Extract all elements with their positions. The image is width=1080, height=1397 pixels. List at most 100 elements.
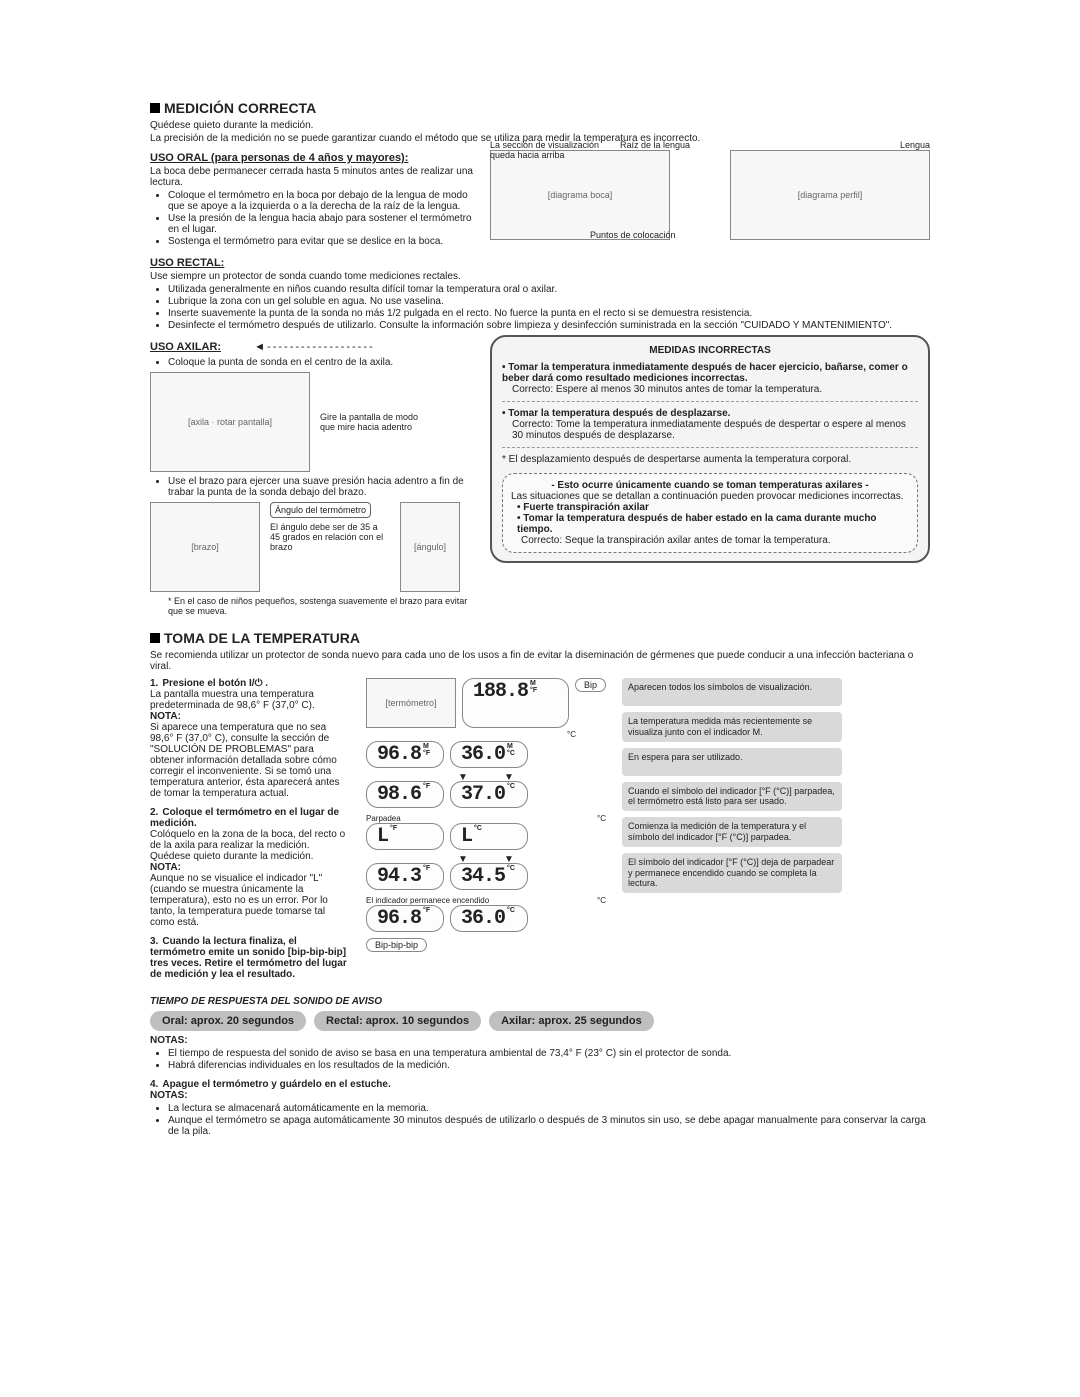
medidas-item3: * El desplazamiento después de despertar… <box>502 454 918 465</box>
timing-oral: Oral: aprox. 20 segundos <box>150 1011 306 1031</box>
mouth-label-2: Raíz de la lengua <box>620 140 690 150</box>
rectal-bullets: Utilizada generalmente en niños cuando r… <box>168 284 930 331</box>
rectal-bullet: Lubrique la zona con un gel soluble en a… <box>168 296 930 307</box>
mouth-label-4: Puntos de colocación <box>590 230 676 240</box>
lcd-c: 34.5°C <box>450 863 528 890</box>
axilar-d2-caption2: El ángulo debe ser de 35 a 45 grados en … <box>270 522 390 552</box>
step1-p2: Si aparece una temperatura que no sea 98… <box>150 722 350 799</box>
lcd-value: L <box>461 825 472 848</box>
display-column: [termómetro] 188.8M°F Bip °C 96.8M°F 36.… <box>366 678 606 988</box>
lcd-value: 98.6 <box>377 783 421 806</box>
desc-4: Cuando el símbolo del indicador [°F (°C)… <box>622 782 842 812</box>
oral-pre: La boca debe permanecer cerrada hasta 5 … <box>150 166 478 188</box>
unit-label: °C <box>366 730 576 739</box>
lcd-value: 36.0 <box>461 743 505 766</box>
mouth-label-3: Lengua <box>900 140 930 150</box>
step-num: 4. <box>150 1079 158 1090</box>
medidas-incorrectas-box: MEDIDAS INCORRECTAS • Tomar la temperatu… <box>490 335 930 563</box>
section2-title-text: TOMA DE LA TEMPERATURA <box>164 630 360 646</box>
lcd-value: 96.8 <box>377 743 421 766</box>
step-3: 3.Cuando la lectura finaliza, el termóme… <box>150 936 350 980</box>
axilar-diagram-2a: [brazo] <box>150 502 260 592</box>
axilar-d1-caption: Gire la pantalla de modo que mire hacia … <box>320 412 420 432</box>
unit-label-c: °C <box>597 814 606 823</box>
medidas-sub-intro: Las situaciones que se detallan a contin… <box>511 491 909 502</box>
axilar-diagram-1-row: [axila · rotar pantalla] Gire la pantall… <box>150 372 470 472</box>
medidas-sub-b1: • Fuerte transpiración axilar <box>517 502 649 513</box>
indicator-on-label: El indicador permanece encendido <box>366 896 489 905</box>
section1-title: MEDICIÓN CORRECTA <box>150 100 930 116</box>
m-indicator: M <box>530 680 536 687</box>
step4-b1: La lectura se almacenará automáticamente… <box>168 1103 930 1114</box>
axilar-diagram-2b: [ángulo] <box>400 502 460 592</box>
medidas-i1-correct: Correcto: Espere al menos 30 minutos ant… <box>512 384 918 395</box>
axilar-note: * En el caso de niños pequeños, sostenga… <box>168 596 470 616</box>
bipbipbip-label: Bip-bip-bip <box>366 938 427 952</box>
bip-label: Bip <box>575 678 606 692</box>
notas-final-b2: Habrá diferencias individuales en los re… <box>168 1060 930 1071</box>
section1-intro1: Quédese quieto durante la medición. <box>150 120 930 131</box>
oral-bullet: Use la presión de la lengua hacia abajo … <box>168 213 478 235</box>
notas-final-list: El tiempo de respuesta del sonido de avi… <box>168 1048 930 1071</box>
step1-nota: NOTA: <box>150 711 181 722</box>
step1-p1: La pantalla muestra una temperatura pred… <box>150 689 350 711</box>
desc-3: En espera para ser utilizado. <box>622 748 842 776</box>
lcd-f: 94.3°F <box>366 863 444 890</box>
medidas-i1-lead: • Tomar la temperatura inmediatamente de… <box>502 362 908 384</box>
rectal-bullet: Desinfecte el termómetro después de util… <box>168 320 930 331</box>
medidas-i2-correct: Correcto: Tome la temperatura inmediatam… <box>512 419 918 441</box>
axilar-heading: USO AXILAR: <box>150 341 221 353</box>
lcd-c: 36.0M°C <box>450 741 528 768</box>
step-2: 2.Coloque el termómetro en el lugar de m… <box>150 807 350 928</box>
medidas-item2: • Tomar la temperatura después de despla… <box>502 408 918 419</box>
parpadea-label: Parpadea <box>366 814 401 823</box>
medidas-i2-lead: • Tomar la temperatura después de despla… <box>502 408 730 419</box>
step1-lead: Presione el botón I/⏻ . <box>162 678 268 689</box>
step4-lead: Apague el termómetro y guárdelo en el es… <box>162 1079 390 1090</box>
desc-5: Comienza la medición de la temperatura y… <box>622 817 842 847</box>
lcd-c: L°C <box>450 823 528 850</box>
mouth-label-1: La sección de visualización queda hacia … <box>490 140 600 160</box>
step-4: 4. Apague el termómetro y guárdelo en el … <box>150 1079 930 1137</box>
desc-1: Aparecen todos los símbolos de visualiza… <box>622 678 842 706</box>
step-1: 1.Presione el botón I/⏻ . La pantalla mu… <box>150 678 350 799</box>
mouth-diagram: [diagrama boca] [diagrama perfil] La sec… <box>490 146 930 246</box>
medidas-item1: • Tomar la temperatura inmediatamente de… <box>502 362 918 384</box>
oral-heading: USO ORAL (para personas de 4 años y mayo… <box>150 152 478 164</box>
notas-final-label: NOTAS: <box>150 1035 930 1046</box>
timing-heading: TIEMPO DE RESPUESTA DEL SONIDO DE AVISO <box>150 996 930 1007</box>
step4-notas: NOTAS: <box>150 1090 188 1101</box>
unit-label-c: °C <box>597 896 606 905</box>
lcd-f: 96.8M°F <box>366 741 444 768</box>
lcd-f: 98.6°F <box>366 781 444 808</box>
lcd-f: 96.8°F <box>366 905 444 932</box>
rectal-bullet: Utilizada generalmente en niños cuando r… <box>168 284 930 295</box>
unit-f: °F <box>530 687 537 694</box>
step2-p2: Aunque no se visualice el indicador "L" … <box>150 873 350 928</box>
desc-6: El símbolo del indicador [°F (°C)] deja … <box>622 853 842 893</box>
divider <box>502 401 918 402</box>
rectal-pre: Use siempre un protector de sonda cuando… <box>150 271 930 282</box>
section1-title-text: MEDICIÓN CORRECTA <box>164 100 316 116</box>
axilar-diagram-1: [axila · rotar pantalla] <box>150 372 310 472</box>
lcd-value: 188.8 <box>473 680 528 703</box>
mouth-diagram-2: [diagrama perfil] <box>730 150 930 240</box>
step2-nota: NOTA: <box>150 862 181 873</box>
notas-final-b1: El tiempo de respuesta del sonido de avi… <box>168 1048 930 1059</box>
oral-bullets: Coloque el termómetro en la boca por deb… <box>168 190 478 247</box>
step3-lead: Cuando la lectura finaliza, el termómetr… <box>150 936 347 980</box>
step2-p1: Colóquelo en la zona de la boca, del rec… <box>150 829 350 862</box>
timing-rectal: Rectal: aprox. 10 segundos <box>314 1011 481 1031</box>
lcd-c: 37.0°C <box>450 781 528 808</box>
step2-lead: Coloque el termómetro en el lugar de med… <box>150 807 339 829</box>
axilar-b1: Coloque la punta de sonda en el centro d… <box>168 357 470 368</box>
lcd-value: 34.5 <box>461 865 505 888</box>
timing-axilar: Axilar: aprox. 25 segundos <box>489 1011 654 1031</box>
divider <box>502 447 918 448</box>
desc-2: La temperatura medida más recientemente … <box>622 712 842 742</box>
lcd-value: 36.0 <box>461 907 505 930</box>
lcd-f: L°F <box>366 823 444 850</box>
medidas-sub-title: - Esto ocurre únicamente cuando se toman… <box>511 480 909 491</box>
toma-steps: 1.Presione el botón I/⏻ . La pantalla mu… <box>150 678 350 988</box>
oral-bullet: Sostenga el termómetro para evitar que s… <box>168 236 478 247</box>
